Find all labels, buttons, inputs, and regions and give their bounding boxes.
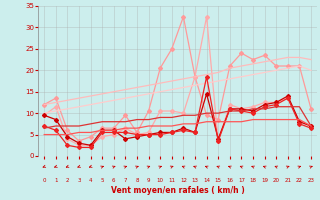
X-axis label: Vent moyen/en rafales ( km/h ): Vent moyen/en rafales ( km/h ) — [111, 186, 244, 195]
